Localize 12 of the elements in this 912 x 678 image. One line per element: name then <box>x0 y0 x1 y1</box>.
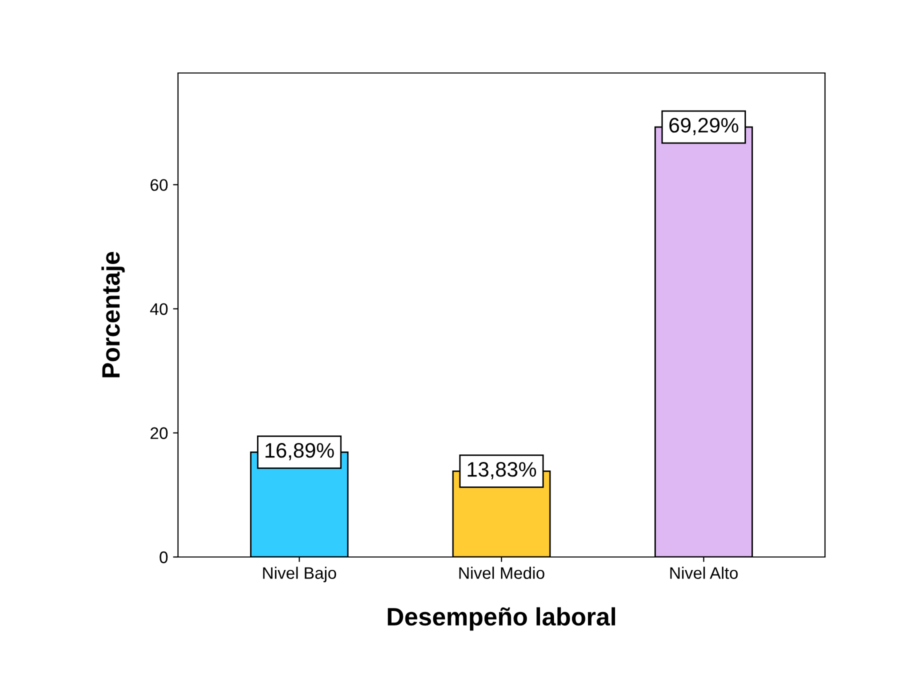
data-label: 69,29% <box>669 118 738 136</box>
y-tick-label: 0 <box>160 551 168 564</box>
data-label: 16,89% <box>266 443 334 460</box>
x-tick-label: Nivel Bajo <box>263 566 336 582</box>
x-axis-title: Desempeño laboral <box>388 607 616 631</box>
y-axis-title: Porcentaje <box>101 252 125 378</box>
x-tick-label: Nivel Alto <box>670 566 738 579</box>
y-tick-label: 60 <box>150 179 168 191</box>
x-tick-label: Nivel Medio <box>459 566 544 579</box>
y-tick-label: 20 <box>150 427 168 440</box>
y-tick-label: 40 <box>150 303 168 315</box>
data-label: 13,83% <box>468 462 536 480</box>
